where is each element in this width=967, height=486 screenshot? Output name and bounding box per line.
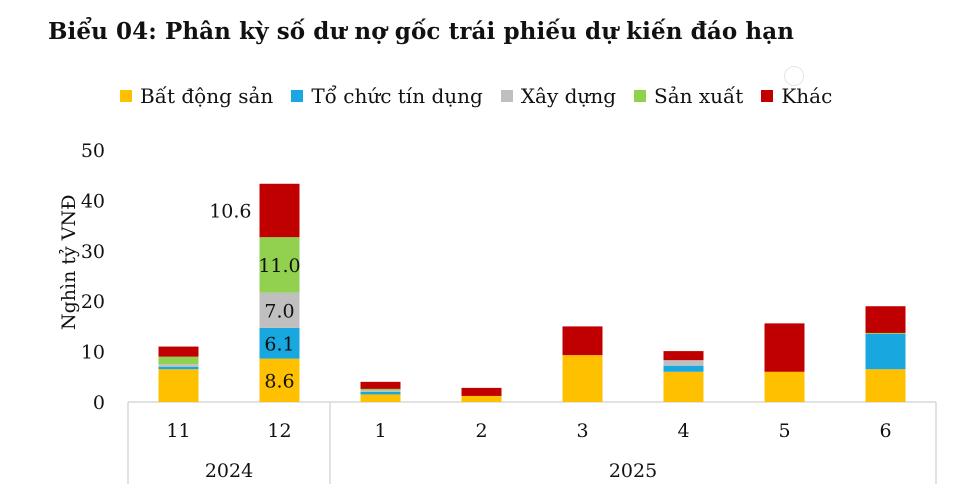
x-tick-label: 3 — [576, 420, 588, 442]
data-label: 11.0 — [258, 255, 300, 277]
legend-swatch — [761, 90, 774, 102]
legend-item-0: Bất động sản — [120, 84, 273, 108]
bar-segment-6-0 — [865, 369, 906, 402]
year-group-label: 2025 — [609, 460, 657, 482]
legend-swatch — [120, 90, 132, 102]
bar-segment-6-4 — [865, 306, 906, 333]
legend: Bất động sản Tổ chức tín dụng Xây dựng Sản … — [120, 84, 850, 108]
bar-segment-5-0 — [764, 371, 805, 402]
legend-label: Khác — [781, 84, 833, 108]
data-label: 6.1 — [264, 333, 294, 355]
bar-segment-12-2 — [259, 292, 300, 328]
bar-segment-1-1 — [360, 391, 401, 395]
bar-segment-3-0 — [562, 355, 603, 402]
x-tick-label: 1 — [374, 420, 386, 442]
x-tick-label: 2 — [475, 420, 487, 442]
bar-segment-2-0 — [461, 395, 502, 402]
y-tick-label: 40 — [81, 190, 105, 212]
bar-segment-4-4 — [663, 351, 704, 361]
legend-swatch — [500, 90, 513, 102]
bar-segment-11-4 — [158, 346, 199, 357]
legend-item-4: Khác — [761, 84, 832, 108]
data-label: 8.6 — [264, 370, 294, 392]
bar-segment-3-4 — [562, 326, 603, 356]
y-tick-label: 10 — [81, 342, 105, 364]
legend-label: Xây dựng — [520, 84, 616, 108]
y-tick-label: 30 — [81, 241, 105, 263]
bar-segment-11-1 — [158, 366, 199, 370]
bar-segment-1-2 — [360, 390, 401, 392]
x-tick-label: 12 — [267, 420, 291, 442]
bar-segment-1-4 — [360, 381, 401, 389]
bar-segment-4-1 — [663, 365, 704, 372]
bar-segment-5-4 — [764, 323, 805, 372]
legend-swatch — [634, 90, 646, 102]
legend-item-1: Tổ chức tín dụng — [291, 84, 483, 108]
x-tick-label: 11 — [166, 420, 190, 442]
y-tick-label: 20 — [81, 291, 105, 313]
y-tick-label: 0 — [93, 392, 105, 414]
bar-segment-2-4 — [461, 387, 502, 396]
legend-label: Bất động sản — [140, 84, 274, 108]
x-tick-label: 5 — [778, 420, 790, 442]
legend-item-2: Xây dựng — [500, 84, 616, 108]
bar-segment-1-3 — [360, 388, 401, 391]
bar-segment-4-0 — [663, 371, 704, 402]
bar-segment-12-0 — [259, 358, 300, 402]
data-label: 10.6 — [209, 200, 251, 222]
bar-segment-1-0 — [360, 394, 401, 402]
bar-segment-11-3 — [158, 356, 199, 365]
legend-label: Sản xuất — [654, 84, 744, 108]
data-label: 7.0 — [264, 300, 294, 322]
decorative-circle — [784, 66, 804, 86]
x-tick-label: 4 — [677, 420, 689, 442]
legend-label: Tổ chức tín dụng — [311, 84, 483, 108]
y-tick-label: 50 — [81, 140, 105, 162]
bar-segment-11-2 — [158, 364, 199, 367]
bar-segment-12-4 — [259, 183, 300, 238]
bar-segment-4-2 — [663, 360, 704, 366]
bar-segment-6-3 — [865, 332, 906, 334]
legend-swatch — [291, 90, 304, 102]
year-group-label: 2024 — [205, 460, 253, 482]
x-tick-label: 6 — [879, 420, 891, 442]
bar-segment-12-1 — [259, 327, 300, 359]
bar-segment-6-1 — [865, 333, 906, 370]
bar-segment-11-0 — [158, 369, 199, 402]
chart-title: Biểu 04: Phân kỳ số dư nợ gốc trái phiếu… — [48, 18, 795, 45]
bar-segment-12-3 — [259, 237, 300, 293]
legend-item-3: Sản xuất — [634, 84, 743, 108]
